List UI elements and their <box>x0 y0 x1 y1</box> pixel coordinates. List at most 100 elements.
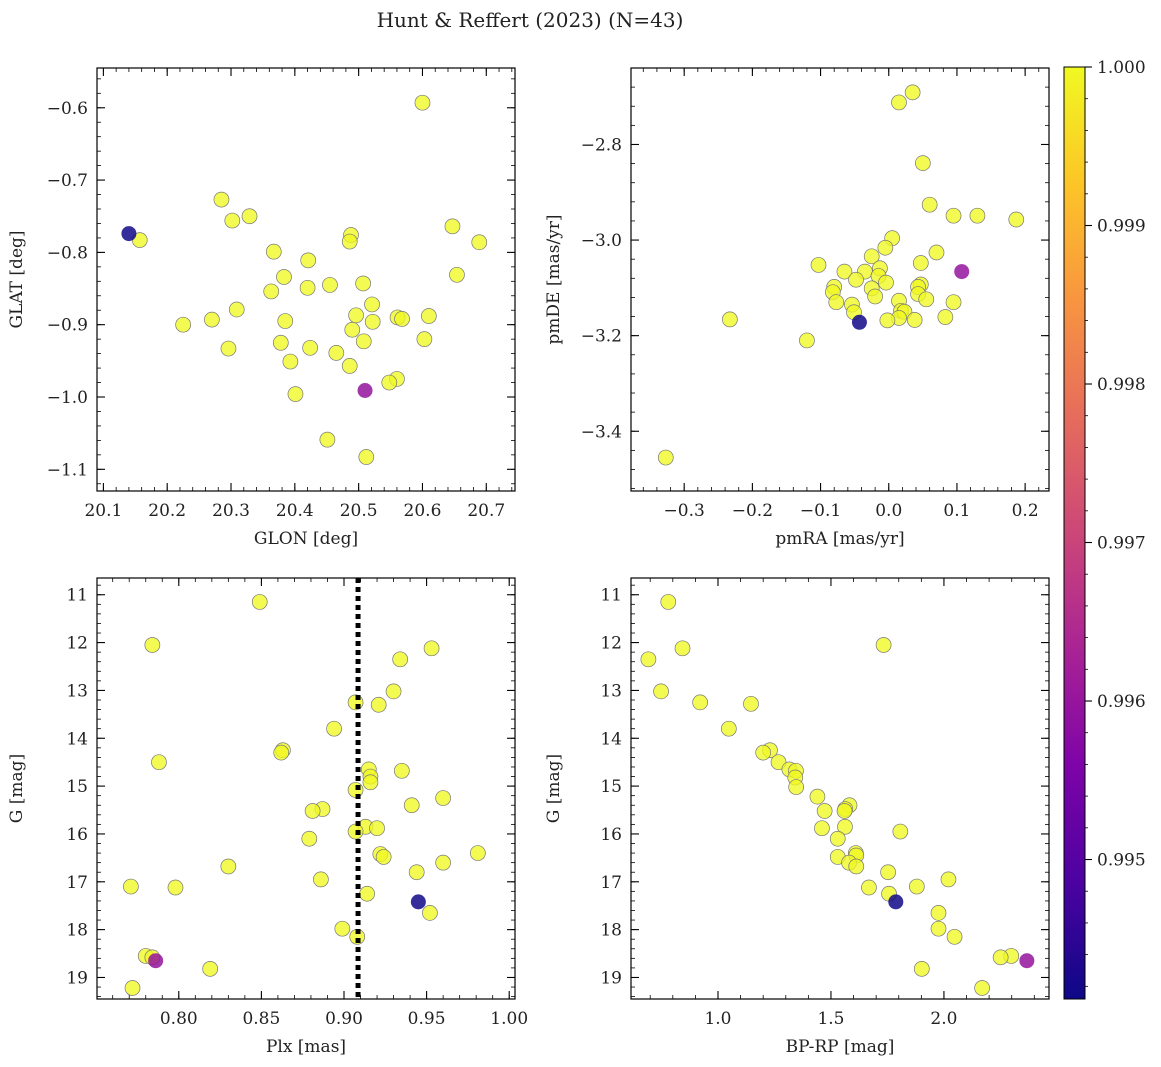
x-axis-label: pmRA [mas/yr] <box>775 529 904 549</box>
data-point <box>251 594 268 610</box>
data-point <box>273 744 290 761</box>
panel-glon-glat: 20.1 20.2 20.3 20.4 20.5 20.6 20.7 −0.6 −0.7 −0.8… <box>7 67 516 549</box>
data-point <box>828 294 845 311</box>
axes-frame <box>630 67 1050 492</box>
x-tick-label: 0.80 <box>160 1009 198 1029</box>
data-point <box>877 239 894 256</box>
data-point <box>940 871 957 888</box>
data-point <box>144 637 161 653</box>
y-tick-label: 17 <box>600 873 622 893</box>
x-tick-label: 2.0 <box>930 1009 957 1029</box>
y-tick-label: 13 <box>66 681 88 701</box>
data-point <box>334 920 351 937</box>
data-point <box>878 274 894 291</box>
x-tick-label: 1.5 <box>817 1009 844 1029</box>
y-tick-label: −2.8 <box>581 135 622 155</box>
data-point <box>228 301 245 318</box>
data-point <box>148 953 164 969</box>
data-point <box>420 308 437 324</box>
data-point <box>880 864 896 881</box>
data-point <box>969 207 986 224</box>
y-tick-label: 19 <box>600 968 622 988</box>
colorbar-ticks: 0.995 0.996 0.997 0.998 0.999 1.000 <box>1085 58 1146 987</box>
data-point <box>364 296 380 313</box>
x-tick-label: 1.00 <box>490 1009 528 1029</box>
y-tick-label: 11 <box>600 586 622 606</box>
data-point <box>175 316 192 333</box>
data-point <box>272 334 289 351</box>
data-point <box>851 314 867 330</box>
data-point <box>908 878 925 895</box>
data-point <box>277 313 294 329</box>
data-point <box>304 803 321 819</box>
data-point <box>202 961 219 977</box>
x-tick-label: 20.4 <box>276 501 314 521</box>
data-point <box>394 311 410 327</box>
data-point <box>892 823 909 840</box>
data-point <box>385 683 402 700</box>
data-point <box>422 905 438 921</box>
data-point <box>357 382 373 398</box>
data-point <box>692 694 708 711</box>
data-point <box>393 762 410 779</box>
data-point <box>755 744 772 761</box>
data-point <box>974 980 990 996</box>
data-point <box>653 683 669 700</box>
data-point <box>423 640 440 657</box>
data-point <box>276 269 292 285</box>
panel-plx-g: 0.80 0.85 0.90 0.95 1.00 11 12 13 14 15 16 17 18 19 Pl… <box>7 577 528 1057</box>
colorbar-tick-label: 0.997 <box>1097 534 1146 554</box>
x-axis-label: GLON [deg] <box>254 529 358 549</box>
axes-frame <box>96 577 516 1000</box>
y-axis-label: G [mag] <box>544 754 564 823</box>
x-axis-label: BP-RP [mag] <box>786 1037 895 1057</box>
data-point <box>414 94 431 111</box>
x-tick-label: 0.85 <box>242 1009 280 1029</box>
data-point <box>891 94 907 111</box>
data-point <box>375 849 392 865</box>
y-tick-label: 13 <box>600 681 622 701</box>
data-point <box>381 374 398 391</box>
data-point <box>937 309 954 325</box>
y-tick-label: 14 <box>600 729 622 749</box>
data-point <box>370 696 387 713</box>
data-point <box>287 386 304 402</box>
y-tick-label: −0.6 <box>47 99 88 119</box>
data-point <box>809 788 826 805</box>
data-point <box>945 207 962 224</box>
data-point <box>770 754 787 771</box>
x-tick-label: 0.1 <box>943 501 970 521</box>
data-point <box>301 830 318 847</box>
data-point <box>124 980 141 996</box>
data-point <box>660 594 677 610</box>
x-tick-label: −0.3 <box>664 501 705 521</box>
data-point <box>121 226 137 242</box>
data-point <box>299 279 316 296</box>
data-point <box>435 790 451 806</box>
data-point <box>640 651 657 668</box>
y-tick-label: 16 <box>600 825 622 845</box>
data-point <box>369 820 385 837</box>
colorbar-tick-label: 0.995 <box>1097 851 1146 871</box>
data-point <box>829 830 846 847</box>
y-axis-label: GLAT [deg] <box>7 230 27 328</box>
x-tick-label: 0.2 <box>1012 501 1039 521</box>
colorbar-tick-label: 0.996 <box>1097 692 1146 712</box>
y-tick-label: −3.0 <box>581 231 622 251</box>
data-point <box>867 288 883 305</box>
y-tick-label: 18 <box>600 921 622 941</box>
data-point <box>848 271 864 288</box>
y-tick-label: −0.7 <box>47 171 88 191</box>
data-point <box>344 321 361 338</box>
data-point <box>224 212 241 229</box>
data-point <box>355 333 372 350</box>
data-point <box>362 774 379 791</box>
data-point <box>392 651 409 668</box>
data-point <box>954 264 970 280</box>
data-point <box>241 208 258 225</box>
data-point <box>403 797 420 814</box>
colorbar-gradient <box>1063 66 1086 1000</box>
data-point <box>992 949 1009 966</box>
minor-ticks <box>631 67 1049 491</box>
x-tick-label: −0.1 <box>800 501 841 521</box>
